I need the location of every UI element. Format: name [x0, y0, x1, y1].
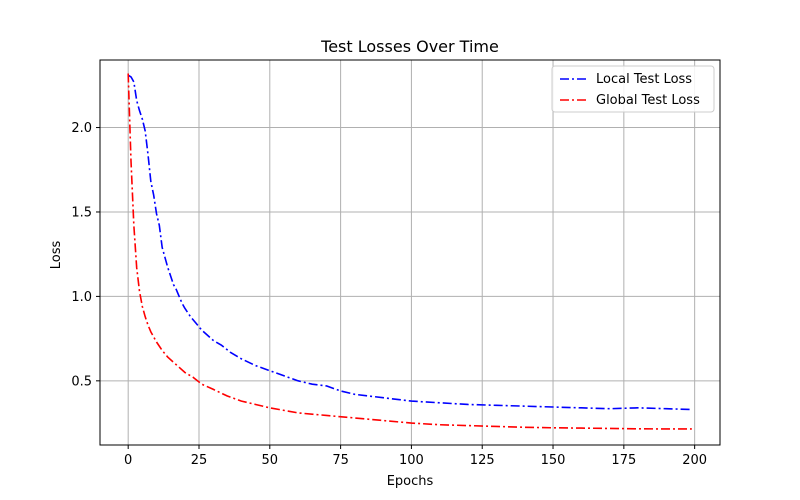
- x-tick-label: 150: [541, 453, 566, 468]
- series-line-local-test-loss: [127, 74, 692, 411]
- x-tick-label: 50: [262, 453, 279, 468]
- y-axis: 0.5 1.0 1.5 2.0: [71, 121, 100, 389]
- y-tick-label: 2.0: [71, 121, 92, 136]
- x-tick-label: 25: [191, 453, 208, 468]
- x-tick-label: 0: [124, 453, 132, 468]
- plot-frame: [99, 59, 721, 446]
- series-layer: [127, 73, 692, 430]
- y-tick-label: 0.5: [71, 374, 92, 389]
- x-tick-label: 75: [332, 453, 349, 468]
- y-tick-label: 1.5: [71, 205, 92, 220]
- legend-label-global: Global Test Loss: [596, 93, 700, 108]
- legend: Local Test Loss Global Test Loss: [551, 65, 715, 113]
- y-tick-label: 1.0: [71, 290, 92, 305]
- y-axis-label: Loss: [49, 241, 64, 270]
- x-axis-label: Epochs: [387, 474, 434, 489]
- legend-box: [551, 65, 715, 113]
- plot-area: [100, 60, 720, 445]
- legend-label-local: Local Test Loss: [596, 72, 692, 87]
- x-tick-label: 175: [611, 453, 636, 468]
- x-tick-label: 100: [399, 453, 424, 468]
- series-line-global-test-loss: [127, 73, 692, 430]
- x-tick-label: 200: [682, 453, 707, 468]
- x-axis: 0 25 50 75 100 125 150 175 200: [124, 445, 707, 468]
- grid: [100, 60, 720, 445]
- chart-title: Test Losses Over Time: [320, 37, 499, 56]
- x-tick-label: 125: [470, 453, 495, 468]
